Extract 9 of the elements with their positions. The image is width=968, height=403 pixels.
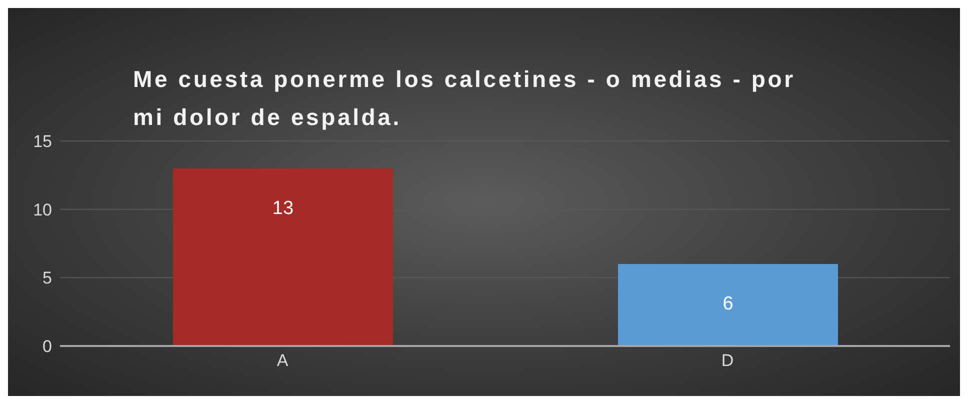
y-tick-label: 0 [42,337,52,356]
data-label: 6 [722,293,734,314]
x-tick-label: D [721,351,734,370]
y-tick-label: 5 [42,268,52,288]
x-tick-label: A [276,351,289,370]
y-tick-label: 15 [33,132,52,152]
y-tick-label: 10 [33,200,52,220]
data-label: 13 [272,198,294,219]
chart-title: Me cuesta ponerme los calcetines - o medias - por mi dolor de espalda. [133,65,796,132]
